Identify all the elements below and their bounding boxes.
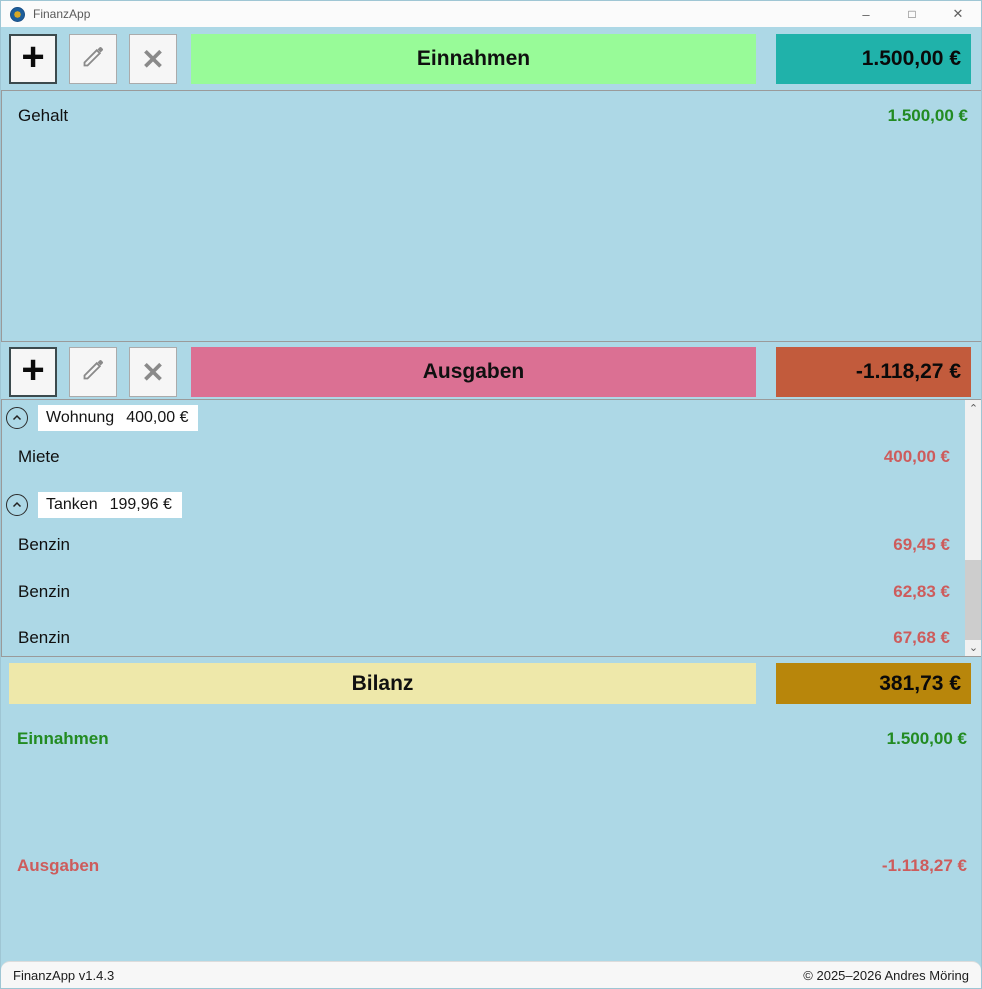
collapse-chevron-icon[interactable] xyxy=(6,494,28,516)
x-icon: ✕ xyxy=(141,356,165,388)
plus-icon: + xyxy=(21,34,45,79)
close-button[interactable]: ✕ xyxy=(935,1,981,27)
group-sum: 199,96 € xyxy=(109,496,172,513)
list-item[interactable]: Gehalt 1.500,00 € xyxy=(2,101,981,131)
app-logo-icon xyxy=(10,6,25,22)
expense-group-tanken[interactable]: Tanken 199,96 € xyxy=(2,492,981,518)
expense-delete-button[interactable]: ✕ xyxy=(129,347,177,397)
copyright: © 2025–2026 Andres Möring xyxy=(803,967,969,983)
close-icon: ✕ xyxy=(952,6,964,21)
expense-group-wohnung[interactable]: Wohnung 400,00 € xyxy=(2,405,981,431)
balance-expense-row: Ausgaben -1.118,27 € xyxy=(1,850,981,882)
income-header: Einnahmen xyxy=(191,34,756,84)
group-name: Wohnung xyxy=(46,409,115,426)
balance-header: Bilanz xyxy=(9,663,756,704)
expense-item-name: Benzin xyxy=(18,582,70,601)
collapse-chevron-icon[interactable] xyxy=(6,407,28,429)
group-label-chip: Tanken 199,96 € xyxy=(38,492,182,518)
group-name: Tanken xyxy=(46,496,98,513)
income-item-amount: 1.500,00 € xyxy=(887,106,968,125)
expense-total: -1.118,27 € xyxy=(776,347,971,397)
income-item-name: Gehalt xyxy=(18,106,69,125)
income-add-button[interactable]: + xyxy=(9,34,57,84)
group-label-chip: Wohnung 400,00 € xyxy=(38,405,199,431)
window-controls: – □ ✕ xyxy=(843,1,981,27)
income-delete-button[interactable]: ✕ xyxy=(129,34,177,84)
list-item[interactable]: Benzin 62,83 € xyxy=(2,577,981,607)
x-icon: ✕ xyxy=(141,43,165,75)
balance-income-amount: 1.500,00 € xyxy=(886,729,967,748)
pencil-icon xyxy=(80,43,107,75)
scrollbar[interactable]: ⌃ ⌄ xyxy=(965,400,981,656)
window-title: FinanzApp xyxy=(33,7,91,21)
list-item[interactable]: Miete 400,00 € xyxy=(2,442,981,472)
plus-icon: + xyxy=(21,347,45,392)
income-edit-button[interactable] xyxy=(69,34,117,84)
app-version: FinanzApp v1.4.3 xyxy=(13,967,115,983)
income-total: 1.500,00 € xyxy=(776,34,971,84)
balance-expense-label: Ausgaben xyxy=(17,856,100,875)
scroll-up-icon[interactable]: ⌃ xyxy=(968,403,979,415)
expense-item-amount: 69,45 € xyxy=(893,535,950,554)
balance-income-label: Einnahmen xyxy=(17,729,109,748)
statusbar: FinanzApp v1.4.3 © 2025–2026 Andres Möri… xyxy=(1,961,981,988)
balance-expense-amount: -1.118,27 € xyxy=(881,856,967,875)
maximize-button[interactable]: □ xyxy=(889,1,935,27)
expense-item-amount: 67,68 € xyxy=(893,628,950,647)
expense-list[interactable]: Wohnung 400,00 € Miete 400,00 € Tanken 1… xyxy=(1,399,981,657)
titlebar: FinanzApp – □ ✕ xyxy=(1,1,981,27)
expense-item-name: Miete xyxy=(18,447,60,466)
expense-item-amount: 62,83 € xyxy=(893,582,950,601)
pencil-icon xyxy=(80,356,107,388)
group-sum: 400,00 € xyxy=(126,409,189,426)
scroll-down-icon[interactable]: ⌄ xyxy=(968,642,979,654)
minimize-icon: – xyxy=(862,6,870,22)
expense-edit-button[interactable] xyxy=(69,347,117,397)
expense-item-name: Benzin xyxy=(18,628,70,647)
minimize-button[interactable]: – xyxy=(843,1,889,27)
expense-header: Ausgaben xyxy=(191,347,756,397)
list-item[interactable]: Benzin 69,45 € xyxy=(2,530,981,560)
scrollbar-thumb[interactable] xyxy=(965,560,981,640)
expense-item-amount: 400,00 € xyxy=(883,447,950,466)
list-item[interactable]: Benzin 67,68 € xyxy=(2,623,981,653)
expense-item-name: Benzin xyxy=(18,535,70,554)
income-list[interactable]: Gehalt 1.500,00 € xyxy=(1,90,981,342)
maximize-icon: □ xyxy=(908,7,916,21)
balance-total: 381,73 € xyxy=(776,663,971,704)
balance-income-row: Einnahmen 1.500,00 € xyxy=(1,723,981,755)
expense-add-button[interactable]: + xyxy=(9,347,57,397)
